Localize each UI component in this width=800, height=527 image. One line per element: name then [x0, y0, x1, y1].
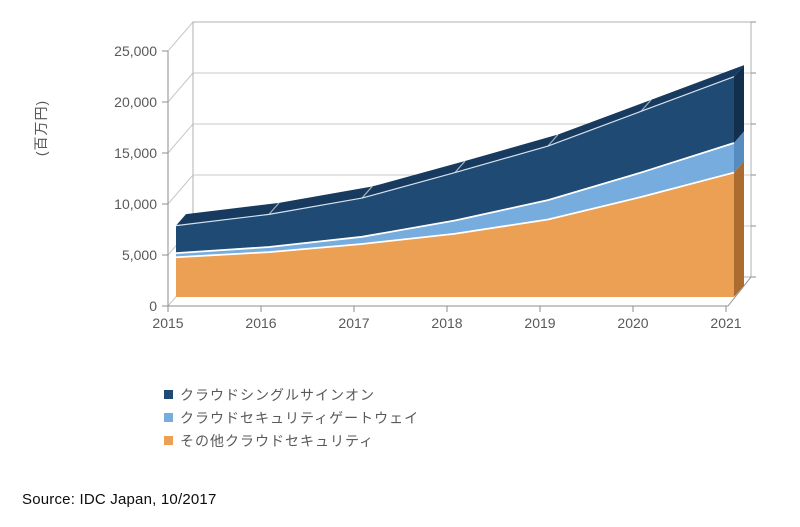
- y-axis-tick-label: 10,000: [114, 196, 157, 212]
- legend-swatch: [164, 436, 173, 445]
- legend-label: その他クラウドセキュリティ: [180, 432, 375, 449]
- x-axis-tick-label: 2021: [710, 315, 741, 331]
- y-axis-tick-label: 15,000: [114, 145, 157, 161]
- legend-item: その他クラウドセキュリティ: [164, 429, 419, 452]
- top-face-facet-line: [268, 202, 280, 215]
- series-sso-top-face: [176, 65, 744, 226]
- top-face-facet-line: [640, 99, 652, 112]
- series-other-area: [176, 172, 734, 297]
- legend-item: クラウドセキュリティゲートウェイ: [164, 406, 419, 429]
- x-axis-tick-label: 2015: [152, 315, 183, 331]
- gridline-connector: [167, 72, 194, 103]
- legend-label: クラウドセキュリティゲートウェイ: [180, 409, 420, 426]
- series-other-side-face: [734, 161, 744, 297]
- legend-swatch: [164, 413, 173, 422]
- y-axis-tick-label: 20,000: [114, 94, 157, 110]
- x-axis-tick-label: 2016: [245, 315, 276, 331]
- gridline-connector: [167, 174, 194, 205]
- top-face-facet-line: [361, 186, 373, 199]
- series-sso-side-face: [734, 65, 744, 143]
- top-edge-highlight: [175, 76, 735, 227]
- gridline-connector: [167, 21, 194, 52]
- x-axis-tick-label: 2019: [524, 315, 555, 331]
- y-axis-title: (百万円): [33, 100, 49, 156]
- legend: クラウドシングルサインオン クラウドセキュリティゲートウェイ その他クラウドセキ…: [164, 383, 419, 452]
- x-axis-tick-label: 2020: [617, 315, 648, 331]
- band-separator: [175, 142, 735, 255]
- y-axis-tick-label: 5,000: [122, 247, 157, 263]
- top-face-facet-line: [454, 160, 466, 173]
- top-face-facet-line: [547, 134, 559, 147]
- series-csg-side-face: [734, 131, 744, 173]
- legend-swatch: [164, 390, 173, 399]
- y-axis-tick-label: 25,000: [114, 43, 157, 59]
- y-axis-tick-label: 0: [149, 298, 157, 314]
- band-separator: [175, 171, 735, 259]
- floor-right-edge: [727, 276, 752, 307]
- x-axis-tick-label: 2018: [431, 315, 462, 331]
- gridline-connector: [167, 123, 194, 154]
- legend-label: クラウドシングルサインオン: [180, 386, 375, 403]
- series-sso-area: [176, 76, 734, 254]
- x-axis-tick-label: 2017: [338, 315, 369, 331]
- source-text: Source: IDC Japan, 10/2017: [22, 491, 217, 508]
- stacked-area-chart: 0 5,000 10,000 15,000 20,000 25,000 2015 2016 20…: [33, 21, 756, 331]
- series-csg-area: [176, 142, 734, 258]
- legend-item: クラウドシングルサインオン: [164, 383, 419, 406]
